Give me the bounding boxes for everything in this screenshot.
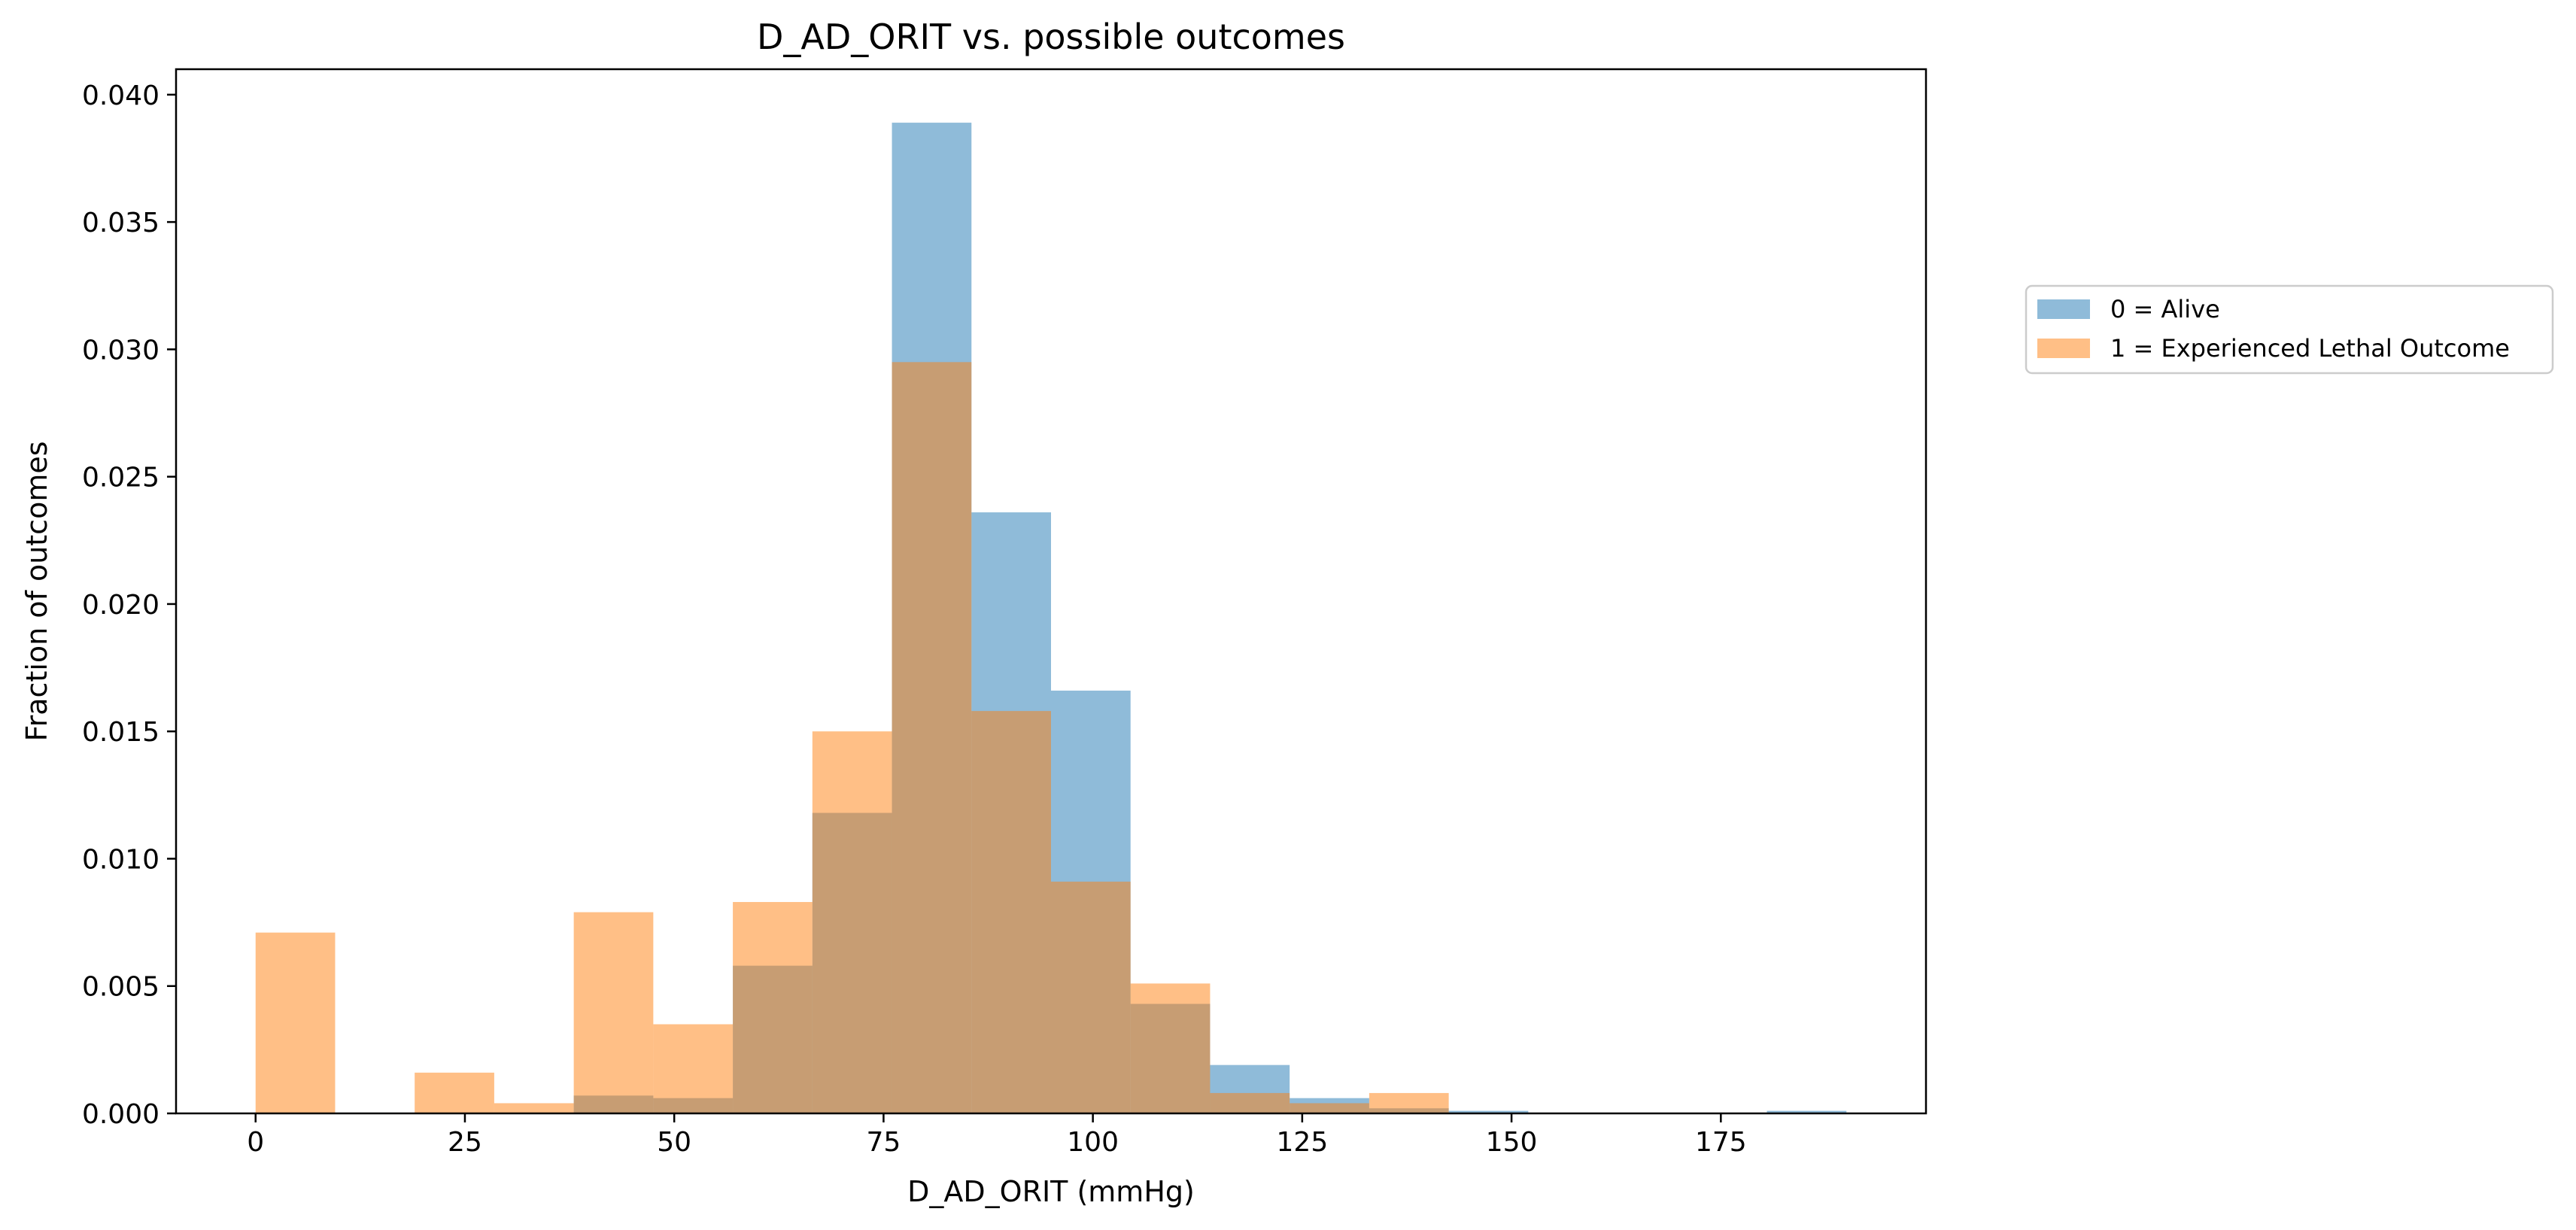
x-tick-label: 50 [657,1127,691,1158]
bar-series1-bin0 [255,932,336,1113]
y-tick-label: 0.030 [82,335,159,366]
bars-layer [255,123,1847,1114]
x-tick-label: 125 [1277,1127,1329,1158]
y-tick-label: 0.040 [82,80,159,111]
legend: 0 = Alive 1 = Experienced Lethal Outcome [2025,284,2554,375]
bar-series1-bin8 [892,362,972,1113]
y-tick-label: 0.015 [82,717,159,748]
chart-title: D_AD_ORIT vs. possible outcomes [757,17,1345,57]
bar-series0-bin15 [1448,1110,1529,1113]
bar-series1-bin13 [1290,1103,1369,1113]
x-tick-label: 175 [1695,1127,1747,1158]
x-tick-label: 0 [247,1127,264,1158]
y-tick-label: 0.005 [82,972,159,1003]
x-axis-label: D_AD_ORIT (mmHg) [907,1175,1195,1208]
y-axis: 0.000 0.005 0.010 0.015 0.020 0.025 0.030 0.035… [82,80,176,1130]
bar-series1-bin7 [812,731,892,1113]
x-tick-label: 150 [1486,1127,1538,1158]
x-tick-label: 25 [448,1127,482,1158]
legend-label-alive: 0 = Alive [2110,295,2220,323]
legend-swatch-lethal [2037,339,2090,358]
y-axis-label: Fraction of outcomes [20,441,53,741]
bar-series1-bin12 [1210,1092,1290,1113]
bar-series1-bin4 [573,912,654,1113]
legend-swatch-alive [2037,299,2090,319]
x-tick-label: 100 [1067,1127,1119,1158]
bar-series1-bin3 [494,1103,574,1113]
bar-series1-bin14 [1368,1092,1449,1113]
bar-series1-bin6 [733,902,813,1113]
legend-frame [2025,284,2554,375]
y-tick-label: 0.025 [82,463,159,494]
y-tick-label: 0.020 [82,590,159,621]
y-tick-label: 0.035 [82,208,159,238]
bar-series1-bin9 [971,711,1051,1113]
y-tick-label: 0.010 [82,844,159,875]
y-tick-label: 0.000 [82,1099,159,1130]
bar-series1-bin2 [415,1072,494,1113]
x-tick-label: 75 [867,1127,901,1158]
bar-series0-bin19 [1766,1110,1847,1113]
plot-frame [175,68,1927,1115]
bar-series1-bin5 [653,1024,734,1113]
legend-label-lethal: 1 = Experienced Lethal Outcome [2110,334,2510,363]
x-axis: 0 25 50 75 100 125 150 175 [247,1113,1747,1158]
bar-series1-bin10 [1051,881,1131,1113]
bar-series1-bin11 [1130,983,1211,1113]
